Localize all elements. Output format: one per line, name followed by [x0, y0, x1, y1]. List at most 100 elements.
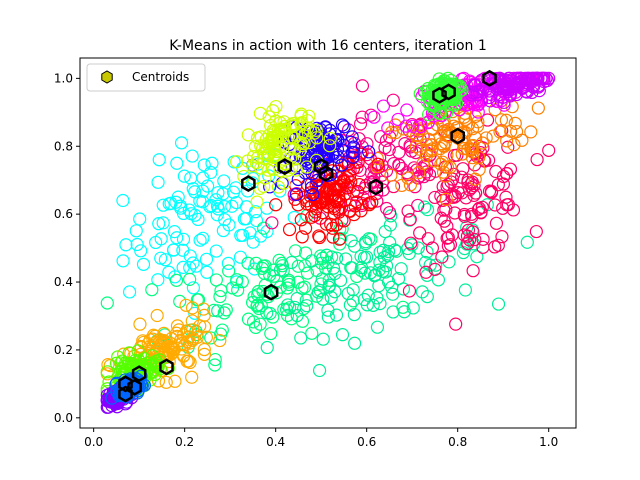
data-point — [119, 238, 133, 252]
data-point — [520, 235, 534, 249]
data-point — [222, 264, 236, 278]
data-point — [326, 221, 340, 235]
data-point — [364, 108, 378, 122]
data-point — [260, 306, 274, 320]
data-point — [181, 354, 196, 368]
data-point — [312, 229, 326, 243]
data-point — [419, 85, 433, 99]
data-point — [241, 184, 255, 198]
data-point — [217, 306, 231, 320]
data-point — [493, 71, 507, 85]
data-point — [397, 305, 411, 319]
data-point — [442, 122, 456, 136]
data-point — [508, 116, 522, 130]
data-point — [406, 119, 420, 133]
data-point — [294, 117, 308, 131]
data-point — [179, 298, 193, 312]
data-point — [328, 193, 342, 207]
data-point — [197, 158, 211, 172]
data-point — [499, 113, 513, 127]
data-point — [406, 301, 420, 315]
centroid-marker — [131, 365, 147, 383]
data-point — [407, 161, 421, 175]
data-point — [249, 213, 264, 228]
y-tick-label: 0.2 — [54, 343, 73, 357]
data-point — [294, 109, 308, 123]
data-point — [176, 206, 191, 221]
data-point — [524, 125, 538, 139]
data-point — [373, 255, 387, 269]
data-point — [386, 305, 400, 319]
data-point — [259, 132, 273, 146]
chart-title: K-Means in action with 16 centers, itera… — [169, 38, 487, 54]
data-point — [381, 275, 396, 289]
data-point — [397, 122, 411, 136]
data-point — [326, 261, 341, 275]
data-point — [154, 251, 168, 265]
data-point — [172, 323, 186, 337]
data-point — [386, 287, 400, 301]
data-point — [373, 297, 387, 311]
data-point — [294, 213, 308, 227]
data-point — [284, 255, 299, 270]
data-point — [354, 147, 368, 161]
data-point — [355, 79, 370, 93]
data-point — [145, 349, 159, 363]
data-point — [197, 342, 211, 357]
data-point — [210, 208, 224, 222]
data-point — [484, 87, 498, 101]
data-point — [500, 167, 514, 181]
data-point — [308, 209, 322, 223]
data-point — [290, 308, 304, 323]
data-point — [435, 155, 450, 169]
data-point — [300, 266, 315, 280]
data-point — [300, 160, 314, 174]
data-point — [302, 136, 316, 150]
data-point — [316, 139, 330, 153]
data-point — [373, 245, 387, 259]
data-point — [384, 168, 398, 182]
data-point — [294, 331, 308, 345]
data-point — [335, 328, 350, 342]
data-point — [313, 178, 327, 192]
data-point — [303, 189, 317, 203]
centroid-marker — [368, 178, 384, 196]
data-point — [269, 99, 283, 114]
centroid-marker — [441, 83, 456, 101]
data-point — [331, 179, 346, 194]
data-point — [241, 312, 256, 326]
data-point — [183, 355, 197, 370]
data-point — [385, 125, 399, 139]
data-point — [362, 198, 376, 212]
data-point — [404, 236, 418, 250]
y-tick-label: 0.4 — [54, 275, 73, 289]
data-point — [337, 120, 351, 134]
data-point — [459, 112, 473, 126]
data-point — [510, 124, 524, 139]
data-point — [328, 266, 342, 281]
data-point — [234, 228, 248, 243]
data-point — [386, 93, 400, 107]
data-point — [209, 244, 223, 258]
data-point — [440, 160, 455, 174]
data-point — [403, 178, 418, 192]
data-point — [413, 226, 427, 240]
data-point — [507, 138, 521, 152]
data-point — [111, 350, 125, 364]
data-point — [149, 358, 163, 372]
data-point — [295, 138, 310, 153]
data-point — [496, 169, 511, 184]
data-point — [204, 165, 218, 180]
data-point — [443, 238, 458, 252]
data-point — [467, 178, 481, 193]
data-point — [339, 252, 353, 266]
data-point — [310, 173, 324, 188]
x-tick-label: 0.4 — [266, 435, 285, 449]
data-point — [185, 301, 200, 315]
data-point — [117, 347, 131, 361]
data-point — [315, 272, 329, 286]
data-point — [360, 298, 374, 312]
data-point — [347, 207, 361, 222]
data-point — [100, 365, 114, 379]
data-point — [130, 237, 144, 252]
